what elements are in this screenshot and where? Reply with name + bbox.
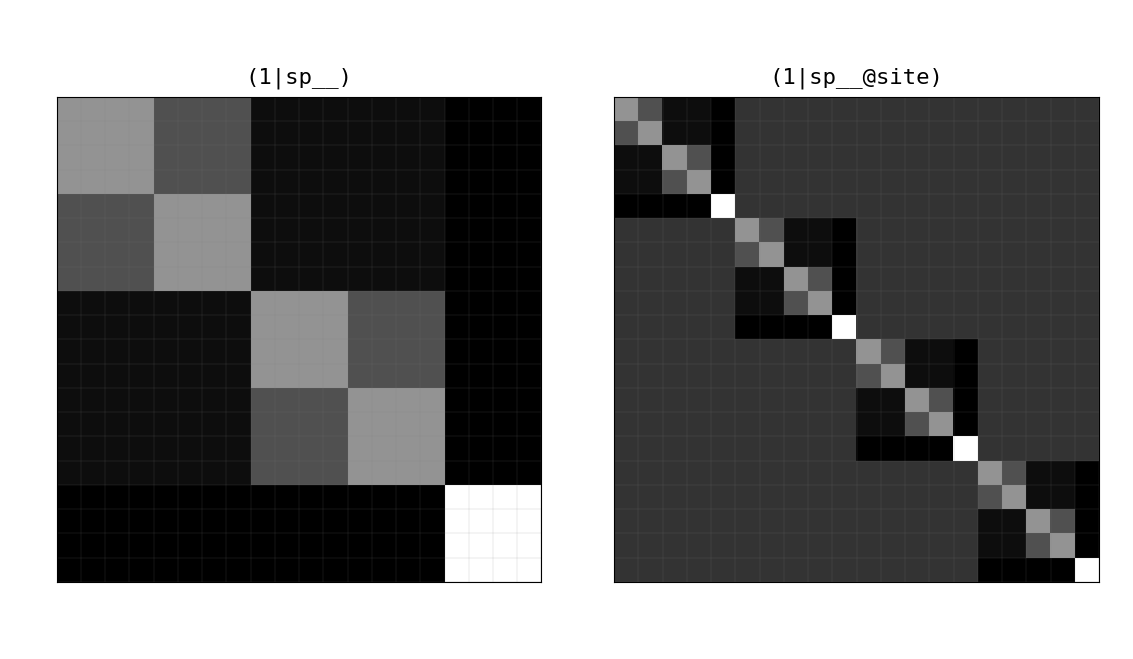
Title: (1|sp__): (1|sp__): [246, 67, 352, 88]
Title: (1|sp__@site): (1|sp__@site): [769, 67, 944, 88]
